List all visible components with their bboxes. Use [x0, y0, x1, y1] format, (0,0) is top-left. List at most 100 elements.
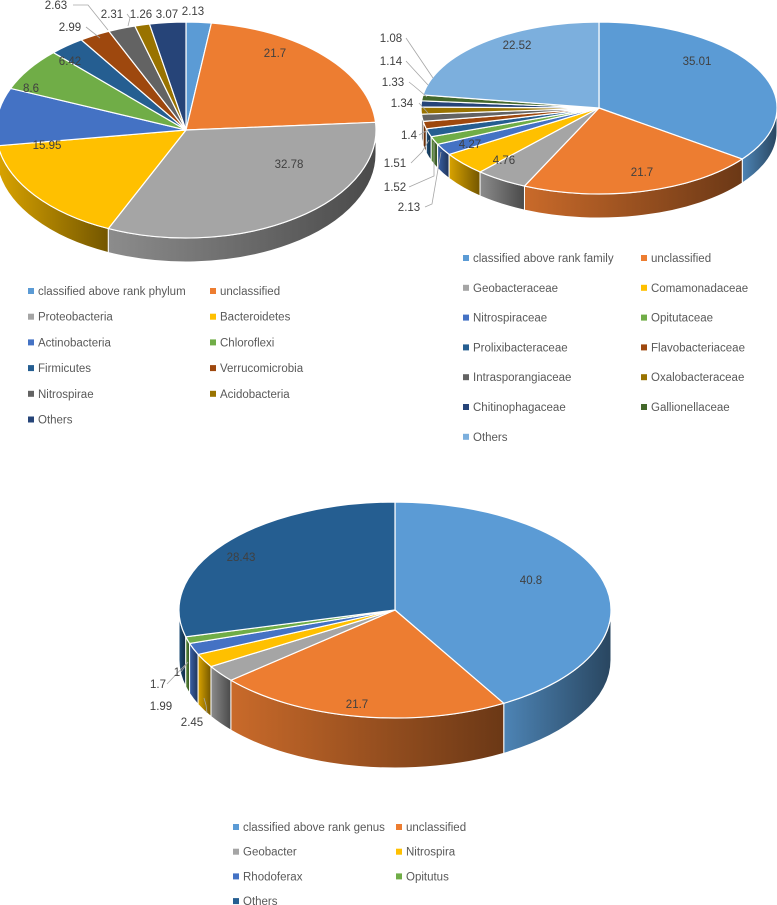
legend-swatch [233, 824, 239, 830]
leader-line [73, 4, 109, 31]
legend-label: Actinobacteria [38, 337, 111, 349]
legend-item-prolixibacteraceae: Prolixibacteraceae [463, 342, 568, 354]
data-label-comamonadaceae: 4.27 [459, 139, 481, 151]
legend-item-unclassified: unclassified [396, 822, 466, 834]
legend-swatch [641, 404, 647, 410]
legend-item-comamonadaceae: Comamonadaceae [641, 283, 748, 295]
legend-label: unclassified [220, 286, 280, 298]
legend-label: Intrasporangiaceae [473, 372, 571, 384]
legend-swatch [28, 313, 34, 320]
legend-swatch [463, 284, 469, 291]
data-label-nitrospiraceae: 2.13 [398, 202, 420, 214]
data-label-verrucomicrobia: 2.63 [45, 0, 67, 12]
legend-item-oxalobacteraceae: Oxalobacteraceae [641, 372, 744, 384]
legend-item-geobacteraceae: Geobacteraceae [463, 283, 558, 295]
legend-item-others: Others [28, 415, 73, 427]
legend-label: Acidobacteria [220, 389, 290, 401]
legend-item-verrucomicrobia: Verrucomicrobia [210, 363, 304, 375]
legend-label: Oxalobacteraceae [651, 372, 744, 384]
data-label-opitutaceae: 1.52 [384, 182, 406, 194]
data-label-intrasporangiaceae: 1.34 [391, 98, 414, 110]
pie-data-labels: 35.01 21.7 4.76 4.27 2.13 1.52 1.51 1.4 1.34 1.33… [380, 33, 712, 214]
genus-pie-chart: 40.8 21.7 2.45 1.99 1.7 1 28.43 classified abov… [150, 501, 612, 905]
data-label-oxalobacteraceae: 1.33 [382, 77, 404, 89]
pie-slice-proteobacteria [107, 121, 377, 239]
legend-swatch [463, 433, 469, 440]
pie-side-opitutus [185, 636, 191, 696]
pie-slice-classified-above-rank-family [598, 21, 777, 160]
leader-line [410, 139, 430, 164]
legend-item-bacteroidetes: Bacteroidetes [210, 312, 291, 324]
legend-label: classified above rank genus [243, 822, 385, 834]
data-label-firmicutes: 2.99 [59, 22, 81, 34]
legend-item-classified-above-rank-family: classified above rank family [463, 253, 614, 265]
legend-swatch [396, 873, 402, 880]
legend-item-nitrospiraceae: Nitrospiraceae [463, 313, 547, 325]
legend-swatch [210, 313, 216, 320]
leader-line [126, 13, 131, 27]
leader-line [166, 663, 187, 685]
legend-item-nitrospira: Nitrospira [396, 847, 456, 859]
data-label-gallionellaceae: 1.08 [380, 33, 402, 45]
legend-swatch [641, 284, 647, 291]
data-label-classified-above-rank-genus: 40.8 [520, 575, 542, 587]
leader-line [418, 129, 429, 136]
data-label-rhodoferax: 1.7 [150, 679, 166, 691]
legend-item-geobacter: Geobacter [233, 847, 297, 859]
legend-item-chloroflexi: Chloroflexi [210, 337, 274, 349]
legend-swatch [641, 344, 647, 351]
pie-slice-others [422, 21, 600, 109]
legend-item-opitutus: Opitutus [396, 871, 449, 883]
data-label-unclassified: 21.7 [631, 167, 653, 179]
legend-item-rhodoferax: Rhodoferax [233, 871, 303, 883]
legend-label: classified above rank phylum [38, 286, 186, 298]
pie-slice-others [178, 501, 396, 638]
data-label-nitrospirae: 2.31 [101, 9, 123, 21]
leader-line [424, 151, 442, 208]
chart-legend: classified above rank genus unclassified G… [233, 822, 466, 905]
leader-line [408, 142, 435, 188]
legend-swatch [210, 365, 216, 372]
data-label-geobacter: 2.45 [181, 717, 203, 729]
legend-item-actinobacteria: Actinobacteria [28, 337, 111, 349]
legend-label: Nitrospira [406, 847, 456, 859]
leader-line [418, 102, 429, 114]
data-label-others: 3.07 [156, 9, 178, 21]
legend-swatch [210, 288, 216, 294]
pie-slice-actinobacteria [0, 87, 187, 147]
legend-label: classified above rank family [473, 253, 614, 265]
legend-label: Gallionellaceae [651, 402, 730, 414]
data-label-bacteroidetes: 15.95 [33, 140, 62, 152]
leader-line [408, 81, 428, 98]
data-label-others: 28.43 [227, 552, 256, 564]
pie-slices [0, 21, 377, 239]
pie-data-labels: 2.13 21.7 32.78 15.95 8.6 6.42 2.99 2.63 2.31 1.2… [23, 0, 303, 171]
pie-slices [178, 501, 612, 719]
legend-swatch [233, 873, 239, 880]
legend-item-opitutaceae: Opitutaceae [641, 313, 713, 325]
data-label-actinobacteria: 8.6 [23, 83, 39, 95]
legend-item-proteobacteria: Proteobacteria [28, 312, 113, 324]
legend-swatch [463, 344, 469, 351]
data-label-proteobacteria: 32.78 [275, 159, 304, 171]
pie-slice-bacteroidetes [0, 129, 188, 230]
legend-label: unclassified [406, 822, 466, 834]
data-label-classified-above-rank-phylum: 2.13 [182, 6, 204, 18]
legend-item-others: Others [233, 896, 278, 905]
legend-item-unclassified: unclassified [641, 253, 711, 265]
legend-swatch [463, 374, 469, 381]
legend-swatch [210, 339, 216, 346]
legend-swatch [641, 314, 647, 321]
legend-swatch [463, 404, 469, 410]
legend-swatch [28, 365, 34, 372]
legend-item-classified-above-rank-phylum: classified above rank phylum [28, 286, 186, 298]
data-label-classified-above-rank-family: 35.01 [683, 56, 712, 68]
chart-legend: classified above rank phylum unclassified… [28, 286, 304, 427]
leader-line [405, 60, 429, 86]
pie-slice-unclassified [229, 609, 505, 719]
legend-swatch [396, 824, 402, 830]
legend-item-acidobacteria: Acidobacteria [210, 389, 290, 401]
pie-data-labels: 40.8 21.7 2.45 1.99 1.7 1 28.43 [150, 552, 542, 729]
legend-label: unclassified [651, 253, 711, 265]
